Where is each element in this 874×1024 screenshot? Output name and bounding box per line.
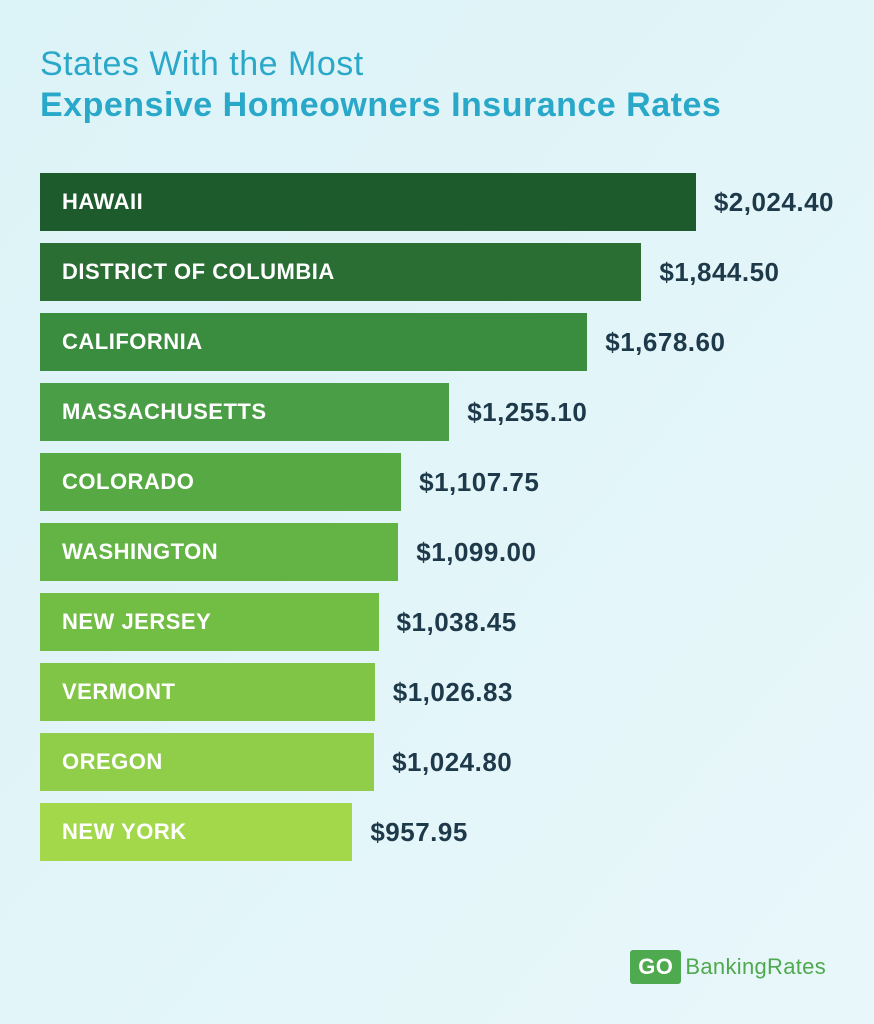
bar-label: OREGON <box>62 749 163 775</box>
bar-row: VERMONT $1,026.83 <box>40 663 834 721</box>
bar: HAWAII <box>40 173 696 231</box>
bar-value: $1,099.00 <box>416 537 536 568</box>
bar: VERMONT <box>40 663 375 721</box>
bar-value: $2,024.40 <box>714 187 834 218</box>
bar-row: WASHINGTON $1,099.00 <box>40 523 834 581</box>
bar-value: $1,255.10 <box>467 397 587 428</box>
bar: WASHINGTON <box>40 523 398 581</box>
bar-label: DISTRICT OF COLUMBIA <box>62 259 335 285</box>
bar-label: MASSACHUSETTS <box>62 399 267 425</box>
bar-label: WASHINGTON <box>62 539 218 565</box>
bar-value: $1,844.50 <box>659 257 779 288</box>
bar-value: $1,026.83 <box>393 677 513 708</box>
bar-row: OREGON $1,024.80 <box>40 733 834 791</box>
bar-row: CALIFORNIA $1,678.60 <box>40 313 834 371</box>
bar: NEW YORK <box>40 803 352 861</box>
bar-label: VERMONT <box>62 679 176 705</box>
bar-row: MASSACHUSETTS $1,255.10 <box>40 383 834 441</box>
brand-logo: GO BankingRates <box>630 950 826 984</box>
infographic-container: States With the Most Expensive Homeowner… <box>0 0 874 861</box>
brand-logo-box: GO <box>630 950 681 984</box>
bar-label: NEW JERSEY <box>62 609 211 635</box>
bar-label: HAWAII <box>62 189 143 215</box>
bar: OREGON <box>40 733 374 791</box>
bar-value: $957.95 <box>370 817 467 848</box>
bar-value: $1,107.75 <box>419 467 539 498</box>
bar-row: DISTRICT OF COLUMBIA $1,844.50 <box>40 243 834 301</box>
bar: NEW JERSEY <box>40 593 379 651</box>
bar: COLORADO <box>40 453 401 511</box>
bar-label: CALIFORNIA <box>62 329 203 355</box>
bar-row: HAWAII $2,024.40 <box>40 173 834 231</box>
bar-value: $1,038.45 <box>397 607 517 638</box>
bar-chart: HAWAII $2,024.40 DISTRICT OF COLUMBIA $1,84… <box>40 173 834 861</box>
bar: DISTRICT OF COLUMBIA <box>40 243 641 301</box>
bar: MASSACHUSETTS <box>40 383 449 441</box>
bar-row: COLORADO $1,107.75 <box>40 453 834 511</box>
bar-value: $1,024.80 <box>392 747 512 778</box>
bar-label: COLORADO <box>62 469 194 495</box>
bar-value: $1,678.60 <box>605 327 725 358</box>
bar-label: NEW YORK <box>62 819 187 845</box>
title-line-2: Expensive Homeowners Insurance Rates <box>40 86 834 125</box>
title-line-1: States With the Most <box>40 45 834 84</box>
title-block: States With the Most Expensive Homeowner… <box>40 45 834 125</box>
brand-logo-text: BankingRates <box>685 954 826 980</box>
bar: CALIFORNIA <box>40 313 587 371</box>
bar-row: NEW YORK $957.95 <box>40 803 834 861</box>
bar-row: NEW JERSEY $1,038.45 <box>40 593 834 651</box>
